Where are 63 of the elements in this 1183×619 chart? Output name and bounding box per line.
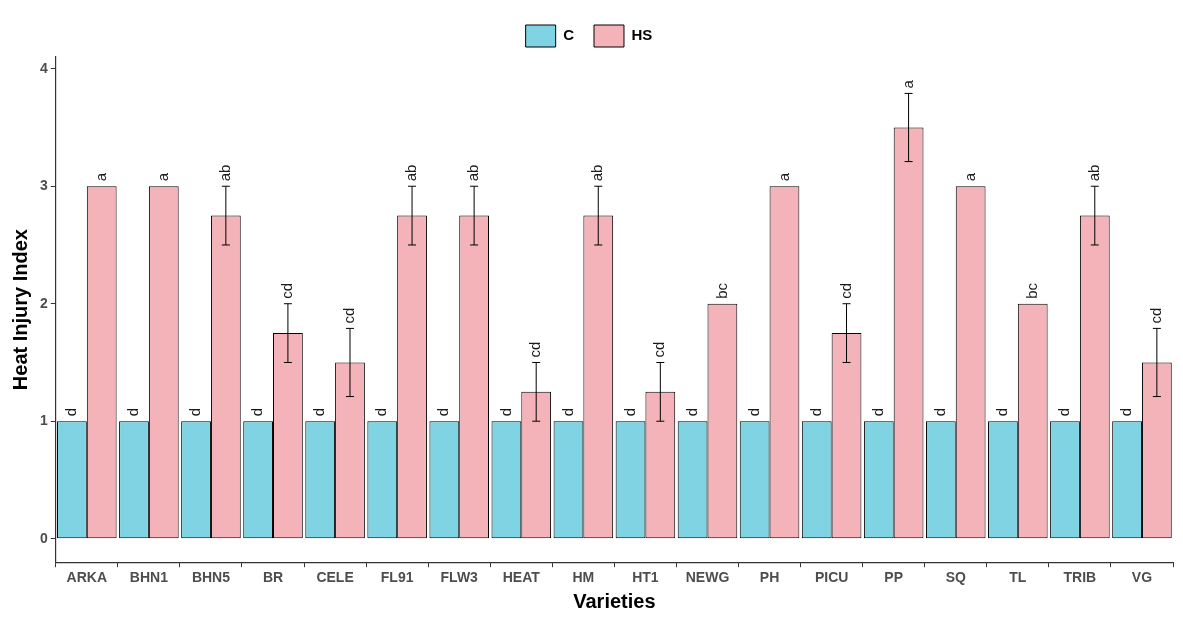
data-label: d [496,407,514,417]
x-tick-label: BHN1 [129,569,169,586]
x-tick-label: SQ [945,569,966,586]
legend-label: HS [631,26,653,44]
x-tick-label: TL [1009,569,1027,586]
x-tick-label: BHN5 [191,569,231,586]
data-label: d [1117,407,1135,417]
data-label: d [682,407,700,417]
data-label: ab [1084,164,1102,182]
data-label: ab [588,164,606,182]
data-label: d [186,407,204,417]
data-label: a [774,172,792,182]
data-label: ab [402,164,420,182]
data-label: d [993,407,1011,417]
data-label: d [1055,407,1073,417]
data-label: d [248,407,266,417]
y-tick-label: 3 [39,177,48,194]
data-label: d [931,407,949,417]
data-label: bc [712,282,730,299]
data-label: d [806,407,824,417]
data-label: cd [1147,307,1164,324]
data-label: d [310,407,328,417]
data-label: d [868,407,886,417]
data-label: d [744,407,762,417]
data-label: a [91,172,109,182]
data-label: bc [1022,282,1040,299]
x-tick-label: TRIB [1063,569,1097,586]
data-label: ab [215,164,233,182]
x-tick-label: CELE [316,569,354,586]
data-label: a [153,172,171,182]
data-label: d [620,407,638,417]
data-label: cd [650,341,668,358]
x-tick-label: HM [572,569,595,586]
y-axis-title: Heat Injury Index [8,229,31,391]
data-label: a [898,79,916,89]
data-label: a [960,172,978,182]
data-label: cd [340,307,358,324]
x-tick-label: PH [759,569,780,586]
y-tick-label: 4 [39,59,48,76]
y-tick-label: 1 [39,412,48,429]
x-tick-label: BR [262,569,284,586]
x-tick-label: HEAT [502,569,541,586]
x-tick-label: FLW3 [440,569,479,586]
data-label: d [434,407,452,417]
x-axis-title: Varieties [573,589,656,612]
data-label: cd [278,282,296,299]
x-tick-label: HT1 [632,569,659,586]
x-tick-label: FL91 [380,569,414,586]
data-label: d [62,407,80,417]
data-label: d [372,407,390,417]
x-tick-label: NEWG [685,569,730,586]
x-tick-label: PICU [814,569,849,586]
x-tick-label: ARKA [66,569,108,586]
data-label: cd [836,282,854,299]
data-label: d [558,407,576,417]
legend-label: C [563,26,575,44]
data-label: ab [464,164,482,182]
data-label: d [124,407,142,417]
x-tick-label: PP [884,569,904,586]
data-label: cd [526,341,544,358]
y-tick-label: 2 [39,294,48,311]
y-tick-label: 0 [39,529,48,546]
x-tick-label: VG [1131,569,1153,586]
